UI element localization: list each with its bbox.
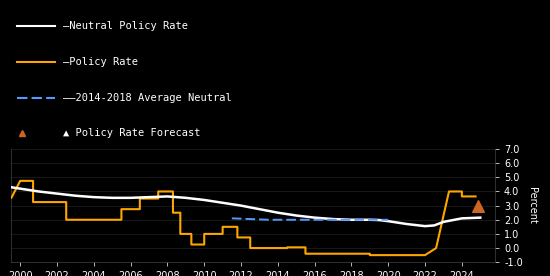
- Text: ▲ Policy Rate Forecast: ▲ Policy Rate Forecast: [63, 128, 201, 139]
- Text: —Neutral Policy Rate: —Neutral Policy Rate: [63, 21, 188, 31]
- Point: [473, 203, 482, 208]
- Text: ––2014-2018 Average Neutral: ––2014-2018 Average Neutral: [63, 92, 232, 103]
- Y-axis label: Percent: Percent: [527, 187, 537, 224]
- Text: —Policy Rate: —Policy Rate: [63, 57, 138, 67]
